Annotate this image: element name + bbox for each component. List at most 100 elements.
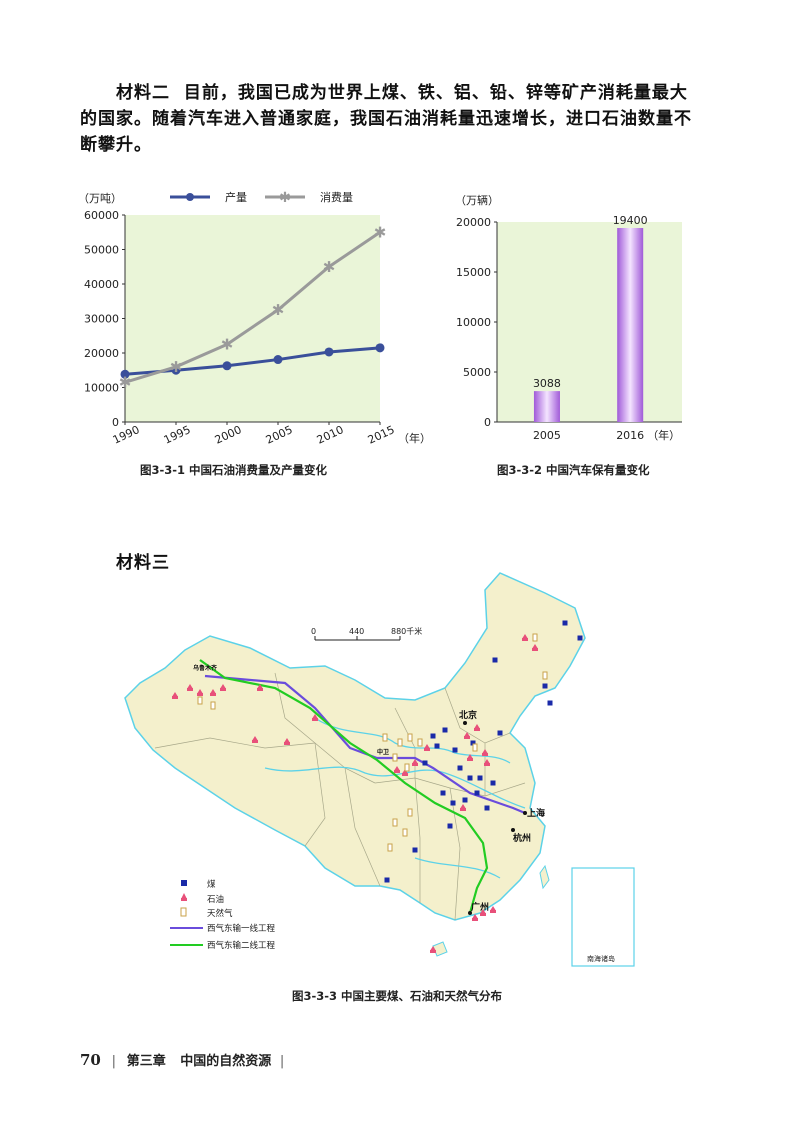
legend-pipeline1: 西气东输一线工程 — [207, 923, 276, 934]
coal-marker — [490, 780, 496, 786]
material2-line1: 目前，我国已成为世界上煤、铁、铝、铅、锌等矿产消耗量最大 — [183, 83, 688, 103]
coal-marker — [547, 700, 553, 706]
city-hangzhou: 杭州 — [513, 832, 531, 844]
coal-marker — [422, 760, 428, 766]
oil-marker — [490, 906, 496, 913]
oil-marker — [430, 946, 436, 953]
oil-marker — [312, 714, 318, 721]
svg-text:440: 440 — [349, 627, 364, 636]
footer-title: 中国的自然资源 — [180, 1054, 272, 1069]
gas-marker — [404, 763, 410, 772]
oil-marker — [472, 914, 478, 921]
gas-marker — [392, 818, 398, 827]
chart2-ylabel: （万辆） — [455, 193, 499, 207]
oil-marker — [460, 804, 466, 811]
material2-paragraph: 材料二 目前，我国已成为世界上煤、铁、铝、铅、锌等矿产消耗量最大 的国家。随着汽… — [80, 80, 730, 158]
chart1-series-line — [124, 231, 381, 384]
pipeline-2 — [199, 659, 489, 914]
chart1-point: ✱ — [323, 258, 336, 276]
gas-marker — [392, 753, 398, 762]
chart1-plot-area — [125, 215, 380, 422]
chart2-ytick-label: 10000 — [456, 316, 491, 329]
gas-marker — [407, 733, 413, 742]
oil-marker — [412, 759, 418, 766]
inset-label: 南海诸岛 — [587, 954, 615, 963]
oil-marker — [484, 759, 490, 766]
svg-text:0: 0 — [311, 627, 316, 636]
coal-marker — [484, 805, 490, 811]
oil-marker — [482, 749, 488, 756]
chart2-caption: 图3-3-2 中国汽车保有量变化 — [497, 463, 650, 477]
coal-marker — [442, 727, 448, 733]
chart1-xtick-label: 1995 — [162, 423, 193, 447]
page-footer: 70 | 第三章 中国的自然资源 | — [80, 1051, 285, 1069]
coal-marker — [452, 747, 458, 753]
chart1-point — [324, 347, 334, 357]
legend-pipeline2: 西气东输二线工程 — [207, 940, 276, 951]
coal-marker — [497, 730, 503, 736]
chart1-ytick-label: 30000 — [84, 313, 119, 326]
city-beijing: 北京 — [459, 709, 477, 721]
legend-coal: 煤 — [207, 879, 216, 890]
coal-marker — [440, 790, 446, 796]
oil-marker — [532, 644, 538, 651]
coal-marker — [447, 823, 453, 829]
city-guangzhou: 广州 — [471, 901, 489, 913]
car-ownership-chart: 0 5000 10000 15000 20000 （万辆） 3088 2005 19400 201… — [455, 193, 682, 442]
chart2-category-label: 2005 — [533, 429, 561, 442]
chart2-bar — [617, 228, 644, 422]
chart1-legend-label: 消费量 — [320, 190, 353, 204]
chart2-ytick-label: 20000 — [456, 216, 491, 229]
chart1-ytick-label: 60000 — [84, 209, 119, 222]
coal-marker — [562, 620, 568, 626]
city-urumqi: 乌鲁木齐 — [193, 664, 218, 672]
chart2-ytick-label: 5000 — [463, 366, 491, 379]
oil-marker — [424, 744, 430, 751]
coal-marker — [450, 800, 456, 806]
chart1-point: ✱ — [272, 301, 285, 319]
chart1-point: ✱ — [170, 358, 183, 376]
gas-marker — [407, 808, 413, 817]
city-shanghai: 上海 — [527, 807, 545, 819]
chart1-point — [222, 361, 232, 371]
chart2-category-label: 2016 — [616, 429, 644, 442]
gas-marker — [387, 843, 393, 852]
chart2-ytick-label: 15000 — [456, 266, 491, 279]
chart2-data-label: 3088 — [533, 377, 561, 390]
coal-marker — [430, 733, 436, 739]
chart1-xtick-label: 2000 — [213, 423, 244, 447]
scale-bar: 0 440 880千米 — [311, 626, 422, 641]
map-caption: 图3-3-3 中国主要煤、石油和天然气分布 — [292, 989, 503, 1003]
chart1-caption: 图3-3-1 中国石油消费量及产量变化 — [140, 463, 328, 477]
coal-marker — [577, 635, 583, 641]
coal-marker — [470, 740, 476, 746]
coal-marker — [412, 847, 418, 853]
chart1-ytick-label: 0 — [112, 416, 119, 429]
oil-marker — [394, 766, 400, 773]
gas-marker — [382, 733, 388, 742]
china-resource-map: 南海诸岛 北京 上海 杭州 广州 乌鲁木齐 中卫 0 440 880千米 煤 石… — [124, 572, 635, 967]
oil-marker — [197, 689, 203, 696]
material2-line2: 的国家。随着汽车进入普通家庭，我国石油消耗量迅速增长，进口石油数量不 — [80, 109, 692, 129]
gas-marker — [417, 738, 423, 747]
chart1-point — [120, 369, 130, 379]
chart2-data-label: 19400 — [613, 214, 648, 227]
chart1-point — [273, 355, 283, 365]
coal-marker — [492, 657, 498, 663]
coal-marker — [542, 683, 548, 689]
chart1-xtick-label: 2015 — [366, 423, 397, 447]
oil-marker — [464, 732, 470, 739]
material2-label: 材料二 — [116, 83, 170, 103]
chart1-point: ✱ — [221, 335, 234, 353]
chart2-bar — [533, 391, 560, 422]
coal-marker — [457, 765, 463, 771]
map-legend: 煤 石油 天然气 西气东输一线工程 西气东输二线工程 — [170, 879, 276, 951]
page-number: 70 — [80, 1051, 101, 1069]
gas-marker — [532, 633, 538, 642]
chart1-legend-label: 产量 — [225, 190, 247, 204]
coal-marker — [384, 877, 390, 883]
oil-marker — [522, 634, 528, 641]
footer-chapter: 第三章 — [126, 1054, 166, 1069]
legend-gas: 天然气 — [207, 908, 233, 919]
